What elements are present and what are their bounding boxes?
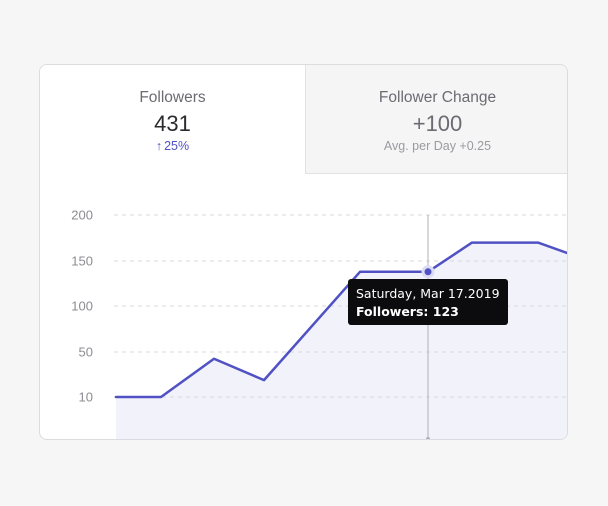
y-tick-label: 150 — [71, 254, 93, 269]
tooltip-date: Saturday, Mar 17.2019 — [356, 286, 500, 301]
follower-change-value: +100 — [412, 111, 463, 136]
y-tick-label: 100 — [71, 299, 93, 314]
followers-delta-value: 25% — [164, 139, 190, 153]
followers-chart: 10 50 100 150 200 — [71, 208, 567, 439]
y-tick-label: 200 — [71, 208, 93, 223]
followers-delta: ↑ 25% — [40, 139, 305, 153]
avg-per-day: Avg. per Day +0.25 — [383, 139, 492, 153]
tab-followers[interactable]: Followers 431 ↑ 25% — [40, 65, 305, 174]
followers-card: Followers 431 ↑ 25% Follower Change +100 … — [39, 64, 568, 440]
chart-tooltip: Saturday, Mar 17.2019 Followers: 123 — [348, 279, 508, 325]
tooltip-value: Followers: 123 — [356, 304, 459, 319]
stats-tabs: Followers 431 ↑ 25% Follower Change +100 … — [40, 65, 567, 174]
followers-count: 431 — [154, 111, 191, 136]
follower-change-label: Follower Change — [378, 89, 497, 106]
arrow-up-icon: ↑ — [155, 139, 163, 153]
followers-label: Followers — [139, 89, 206, 106]
chart-area-fill — [116, 242, 567, 439]
y-tick-label: 50 — [79, 345, 93, 360]
crosshair-end-dot — [426, 437, 430, 439]
tab-follower-change[interactable]: Follower Change +100 Avg. per Day +0.25 — [305, 65, 567, 174]
y-tick-label: 10 — [79, 390, 93, 405]
series-line — [114, 241, 567, 399]
highlight-point — [424, 268, 432, 276]
